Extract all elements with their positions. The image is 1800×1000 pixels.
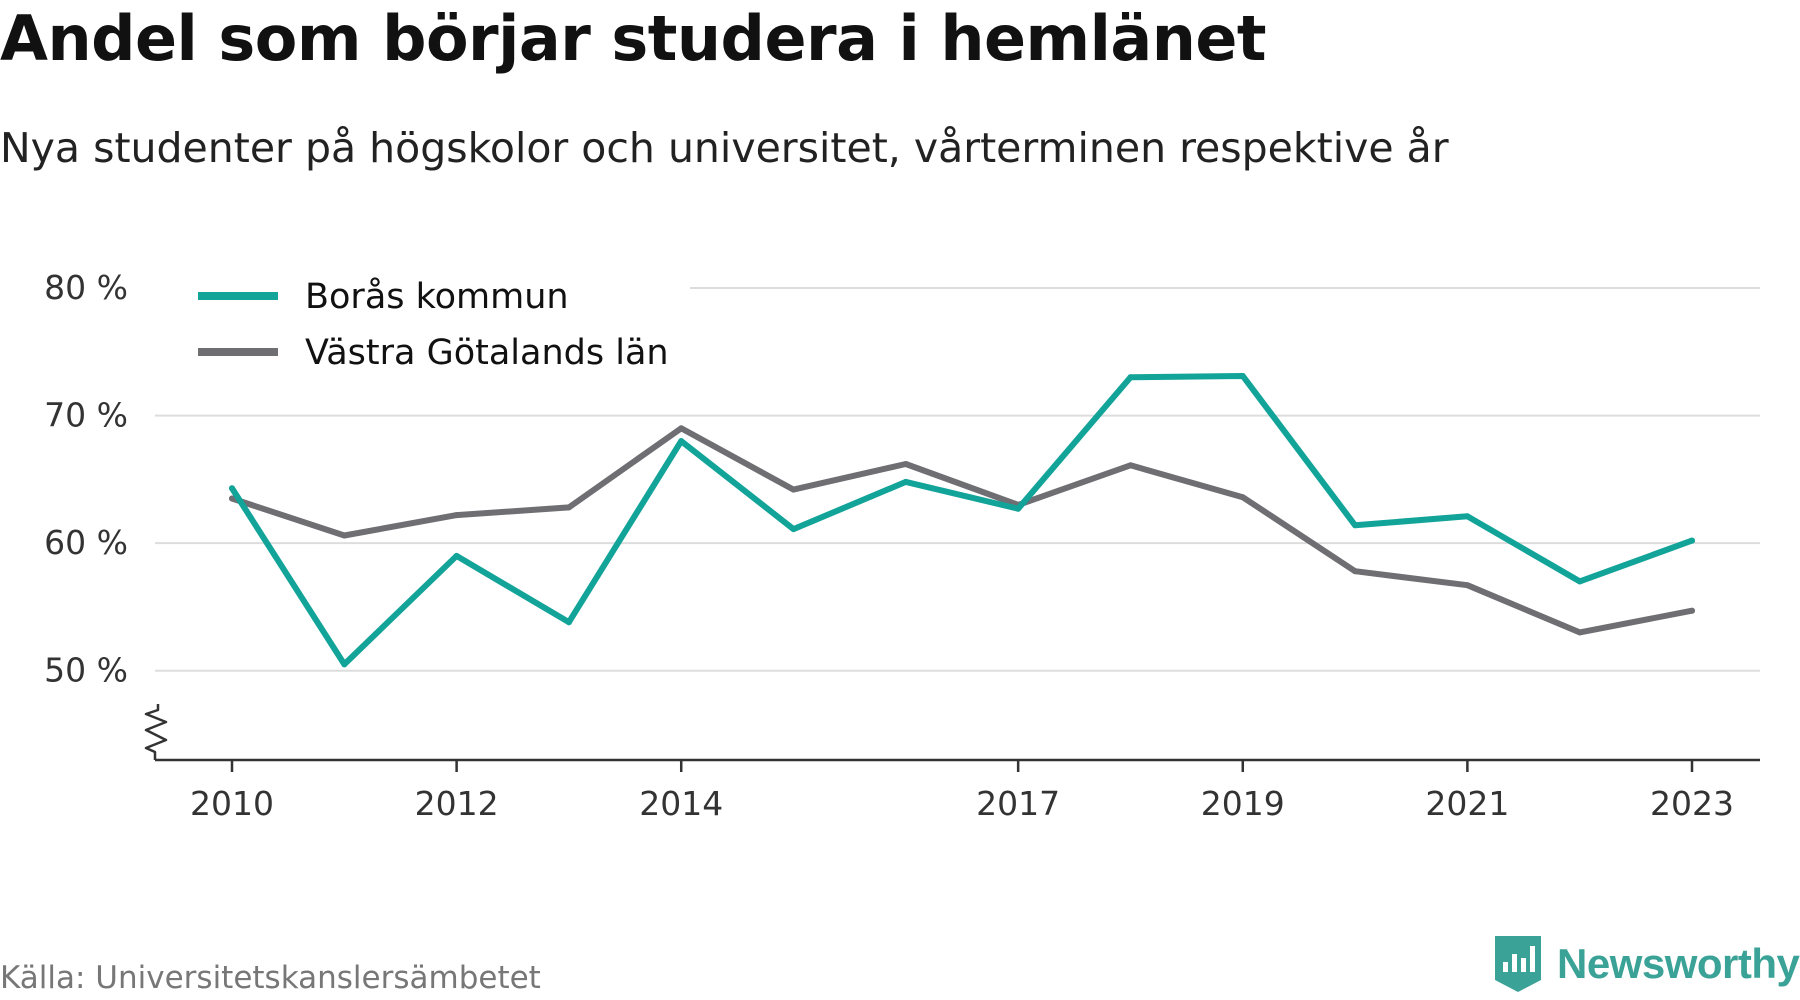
chart-title: Andel som börjar studera i hemlänet — [0, 2, 1267, 75]
data-point — [565, 619, 572, 626]
x-tick-label: 2017 — [976, 784, 1060, 823]
data-point — [1576, 629, 1583, 636]
data-point — [1127, 462, 1134, 469]
data-point — [1352, 568, 1359, 575]
data-point — [678, 438, 685, 445]
brand-logo[interactable]: Newsworthy — [1493, 934, 1800, 994]
x-tick-label: 2023 — [1650, 784, 1734, 823]
legend-background — [150, 270, 690, 380]
brand-name: Newsworthy — [1557, 940, 1800, 987]
legend-label: Borås kommun — [305, 276, 569, 317]
y-axis-ticks: 50 % 60 % 70 % 80 % — [44, 268, 128, 690]
data-point — [1576, 578, 1583, 585]
y-tick-label: 60 % — [44, 523, 128, 562]
data-point — [1239, 494, 1246, 501]
legend: Borås kommun Västra Götalands län — [150, 270, 690, 380]
x-axis: 2010 2012 2014 2017 2019 2021 2023 — [144, 704, 1760, 823]
x-tick-label: 2021 — [1425, 784, 1509, 823]
data-point — [790, 526, 797, 533]
data-point — [902, 478, 909, 485]
source-note: Källa: Universitetskanslersämbetet — [0, 960, 541, 996]
data-point — [565, 504, 572, 511]
data-point — [341, 661, 348, 668]
data-point — [453, 552, 460, 559]
data-point — [1127, 374, 1134, 381]
x-tick-label: 2010 — [190, 784, 274, 823]
x-tick-label: 2012 — [415, 784, 499, 823]
y-tick-label: 80 % — [44, 268, 128, 307]
data-point — [678, 425, 685, 432]
y-axis-break-icon — [144, 704, 168, 760]
x-tick-label: 2019 — [1201, 784, 1285, 823]
newsworthy-logo-icon — [1495, 936, 1541, 992]
data-point — [1239, 373, 1246, 380]
data-point — [1464, 582, 1471, 589]
data-point — [341, 532, 348, 539]
data-point — [1352, 522, 1359, 529]
data-point — [229, 495, 235, 502]
y-tick-label: 50 % — [44, 651, 128, 690]
x-tick-label: 2014 — [639, 784, 723, 823]
y-tick-label: 70 % — [44, 396, 128, 435]
data-point — [229, 485, 235, 492]
data-point — [1689, 537, 1695, 544]
legend-label: Västra Götalands län — [305, 333, 669, 373]
series-line-v-stra-g-talands-l-n — [229, 425, 1695, 636]
data-point — [902, 461, 909, 468]
data-point — [1464, 513, 1471, 520]
series-lines — [229, 373, 1695, 668]
data-point — [1015, 505, 1022, 512]
data-point — [453, 512, 460, 519]
series-line-bor-s-kommun — [229, 373, 1695, 668]
data-point — [1689, 607, 1695, 614]
data-point — [790, 486, 797, 493]
chart-subtitle: Nya studenter på högskolor och universit… — [0, 124, 1449, 172]
